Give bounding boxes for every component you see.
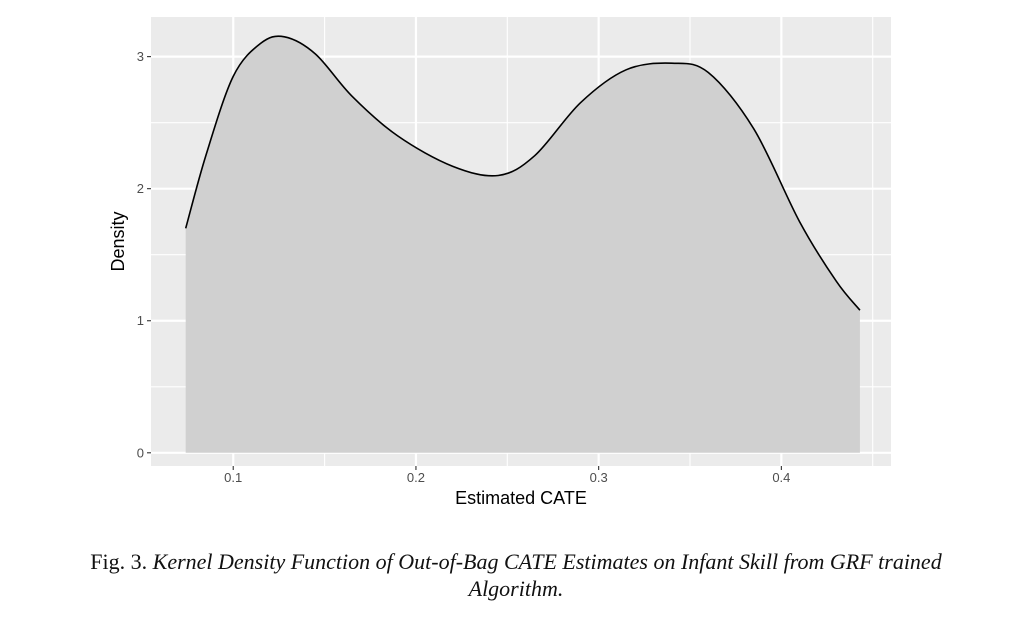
caption-label: Fig. 3.: [90, 549, 148, 574]
caption-text-line1: Kernel Density Function of Out-of-Bag CA…: [152, 549, 942, 574]
density-chart-svg: 0.1 0.2 0.3 0.4 0 1 2 3 Estimated CATE Density: [108, 17, 891, 508]
y-axis: 0 1 2 3: [137, 49, 151, 460]
x-tick-label: 0.1: [224, 470, 242, 485]
density-area: [185, 36, 860, 453]
y-axis-title: Density: [108, 211, 128, 271]
caption-text-line2: Algorithm.: [468, 576, 564, 601]
x-axis: 0.1 0.2 0.3 0.4: [224, 466, 790, 485]
x-tick-label: 0.2: [407, 470, 425, 485]
x-tick-label: 0.3: [590, 470, 608, 485]
x-axis-title: Estimated CATE: [455, 488, 587, 508]
y-tick-label: 1: [137, 313, 144, 328]
x-tick-label: 0.4: [772, 470, 790, 485]
y-tick-label: 3: [137, 49, 144, 64]
y-tick-label: 2: [137, 181, 144, 196]
density-chart: 0.1 0.2 0.3 0.4 0 1 2 3 Estimated CATE Density: [108, 17, 891, 508]
density-curve: [184, 35, 861, 311]
y-tick-label: 0: [137, 445, 144, 460]
figure-caption: Fig. 3. Kernel Density Function of Out-o…: [0, 548, 1032, 602]
